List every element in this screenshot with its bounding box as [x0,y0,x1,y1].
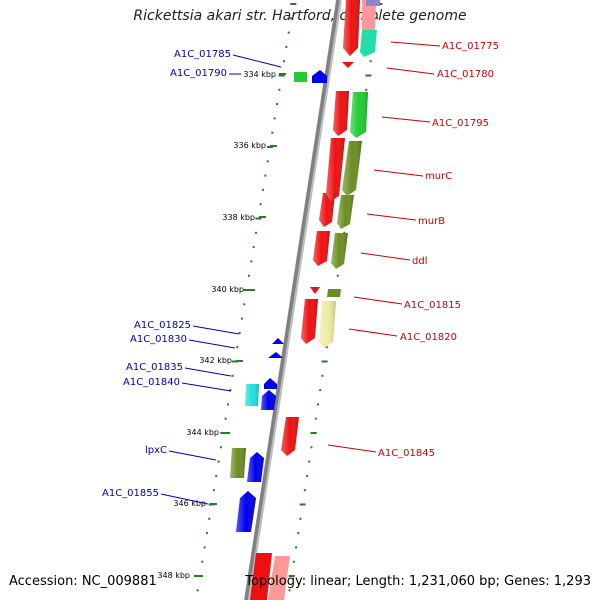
accession-label: Accession: NC_009881 [9,574,157,589]
forward-gene-labels: A1C_01775 A1C_01780 A1C_01795 murC murB … [327,41,499,459]
gene-arrow-a1c-01825 [272,338,284,344]
label-a1c-01840: A1C_01840 [123,377,180,388]
label-a1c-01830: A1C_01830 [130,334,187,345]
backbone-line [244,0,342,600]
label-a1c-01815: A1C_01815 [404,300,461,311]
gene-arrow-a1c-01830 [268,352,283,358]
genome-stats: Topology: linear; Length: 1,231,060 bp; … [245,574,591,589]
label-a1c-01835: A1C_01835 [126,362,183,373]
label-a1c-01790: A1C_01790 [170,68,227,79]
gene-arrow-a1c-01835 [264,378,277,389]
label-a1c-01845: A1C_01845 [378,448,435,459]
kbp-label-342: 342 kbp [199,356,232,365]
label-a1c-01825: A1C_01825 [134,320,191,331]
label-a1c-01785: A1C_01785 [174,49,231,60]
label-a1c-01820: A1C_01820 [400,332,457,343]
label-lpxc: lpxC [145,445,167,456]
gene-arrow-lightred-348 [268,556,290,600]
label-a1c-01780: A1C_01780 [437,69,494,80]
forward-genes [250,0,380,600]
label-a1c-01795: A1C_01795 [432,118,489,129]
gene-arrow-a1c-01780 [342,62,354,68]
gene-arrow-a1c-01815-b [327,289,341,297]
reverse-genes [230,70,327,532]
label-a1c-01775: A1C_01775 [442,41,499,52]
gene-arrow-top-lightred [362,0,376,30]
label-murc: murC [425,171,452,182]
kbp-label-336: 336 kbp [233,141,266,150]
kbp-label-334: 334 kbp [243,70,276,79]
kbp-label-348: 348 kbp [157,571,190,580]
reverse-gene-labels: A1C_01785 A1C_01790 A1C_01825 A1C_01830 … [102,49,282,505]
gene-arrow-top-purple [366,0,380,6]
kbp-label-346: 346 kbp [173,499,206,508]
label-a1c-01855: A1C_01855 [102,488,159,499]
gene-arrow-a1c-01815 [310,287,320,294]
label-murb: murB [418,216,445,227]
kbp-label-340: 340 kbp [211,285,244,294]
kbp-label-344: 344 kbp [186,428,219,437]
kbp-scale: 334 kbp 336 kbp 338 kbp 340 kbp 342 kbp … [157,70,286,580]
gene-arrow-a1c-01790 [312,70,327,83]
gene-arrow-a1c-01785 [294,72,307,82]
label-ddl: ddl [412,256,427,267]
map-title: Rickettsia akari str. Hartford, complete… [133,8,467,24]
kbp-label-338: 338 kbp [222,213,255,222]
gene-arrow-red-348 [250,553,272,600]
gene-arrow-a1c-01775 [360,30,377,57]
